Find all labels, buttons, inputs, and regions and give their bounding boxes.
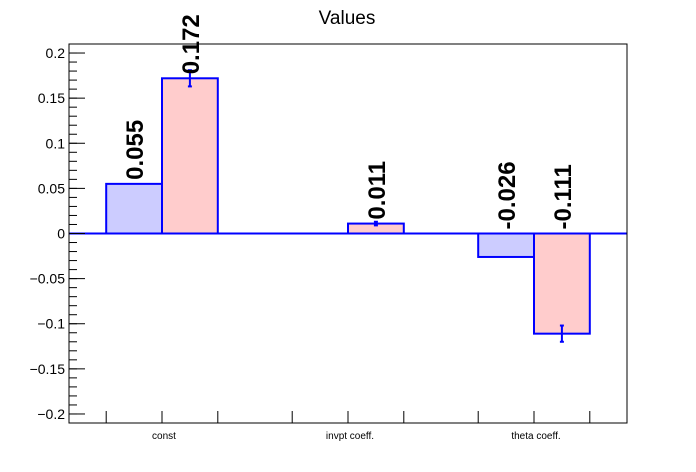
- x-tick-label: const: [152, 431, 176, 442]
- bar: [161, 77, 219, 235]
- data-label: 0.011: [364, 161, 391, 220]
- y-tick-label: 0.2: [46, 45, 66, 61]
- data-label: -0.026: [494, 161, 521, 229]
- x-tick-label: theta coeff.: [511, 431, 560, 442]
- bar: [105, 182, 163, 235]
- bar: [533, 232, 591, 335]
- chart-title: Values: [319, 8, 376, 29]
- y-tick-label: 0.05: [38, 180, 65, 196]
- y-tick-label: −0.15: [30, 361, 66, 377]
- y-tick-label: −0.05: [30, 271, 66, 287]
- y-tick-label: 0: [57, 226, 65, 242]
- y-tick-label: 0.1: [46, 135, 66, 151]
- x-tick-label: invpt coeff.: [326, 431, 374, 442]
- data-label: -0.111: [550, 164, 577, 229]
- bar: [477, 232, 536, 258]
- y-tick-label: −0.1: [37, 316, 65, 332]
- y-tick-label: 0.15: [38, 90, 65, 106]
- data-label: 0.172: [178, 14, 205, 74]
- y-tick-label: −0.2: [37, 406, 65, 422]
- data-label: 0.055: [122, 120, 149, 180]
